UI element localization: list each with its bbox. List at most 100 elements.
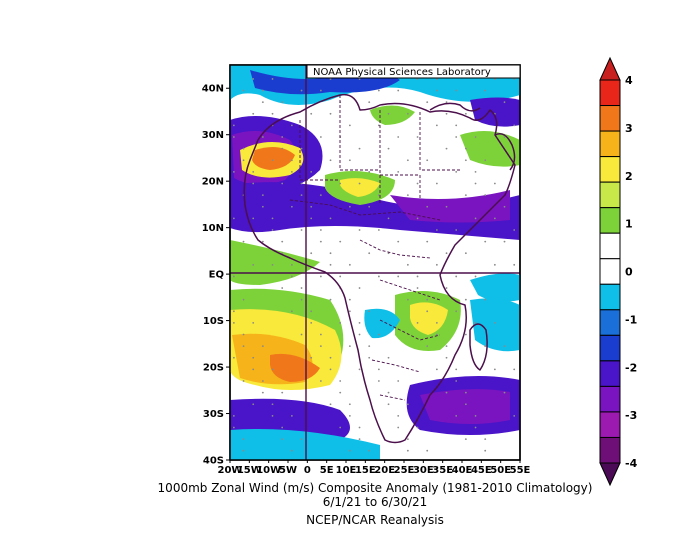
stipple-dot [435, 89, 438, 92]
stipple-dot [474, 182, 477, 185]
stipple-dot [261, 240, 264, 243]
stipple-dot [397, 136, 400, 138]
stipple-dot [493, 182, 496, 185]
stipple-dot [474, 136, 477, 138]
stipple-dot [426, 345, 429, 348]
stipple-dot [464, 438, 467, 440]
stipple-dot [503, 345, 506, 348]
colorbar-tick-label: 1 [625, 218, 633, 231]
stipple-dot [339, 182, 342, 185]
stipple-dot [503, 101, 506, 104]
stipple-dot [252, 403, 255, 406]
stipple-dot [358, 229, 361, 231]
stipple-dot [455, 414, 458, 417]
stipple-dot [435, 182, 438, 185]
stipple-dot [426, 240, 429, 243]
stipple-dot [493, 322, 496, 324]
stipple-dot [242, 449, 245, 452]
stipple-dot [319, 275, 322, 278]
stipple-dot [281, 287, 284, 289]
colorbar-swatch [599, 156, 621, 183]
lon-tick-label: 10W [256, 465, 281, 476]
stipple-dot [445, 345, 448, 348]
stipple-dot [358, 438, 361, 440]
stipple-dot [368, 205, 371, 208]
stipple-dot [252, 112, 255, 115]
stipple-dot [348, 298, 351, 301]
colorbar-tick-label: -2 [625, 361, 637, 374]
stipple-dot [493, 263, 496, 266]
stipple-dot [464, 147, 467, 150]
stipple-dot [455, 124, 458, 127]
stipple-dot [252, 78, 255, 80]
stipple-dot [455, 380, 458, 382]
stipple-dot [513, 414, 516, 417]
stipple-dot [290, 310, 293, 313]
stipple-dot [242, 438, 245, 440]
colorbar-tick-label: 0 [625, 266, 633, 279]
stipple-dot [261, 136, 264, 138]
stipple-dot [368, 101, 371, 104]
colorbar-swatch [599, 309, 621, 336]
stipple-dot [445, 391, 448, 394]
stipple-dot [348, 310, 351, 313]
stipple-dot [377, 380, 380, 382]
stipple-dot [397, 89, 400, 92]
stipple-dot [271, 159, 274, 162]
stipple-dot [300, 182, 303, 185]
stipple-dot [445, 147, 448, 150]
stipple-dot [348, 414, 351, 417]
stipple-dot [252, 356, 255, 359]
lat-tick-label: 30N [202, 130, 224, 141]
stipple-dot [484, 438, 487, 440]
stipple-dot [377, 124, 380, 127]
stipple-dot [474, 426, 477, 429]
stipple-dot [242, 333, 245, 336]
stipple-dot [271, 414, 274, 417]
stipple-dot [484, 159, 487, 162]
stipple-dot [271, 229, 274, 231]
stipple-dot [455, 170, 458, 173]
stipple-dot [474, 275, 477, 278]
stipple-dot [368, 170, 371, 173]
stipple-dot [281, 240, 284, 243]
lon-tick-label: 20W [218, 465, 243, 476]
stipple-dot [377, 194, 380, 197]
stipple-dot [377, 368, 380, 371]
stipple-dot [232, 310, 235, 313]
stipple-dot [300, 89, 303, 92]
stipple-dot [348, 124, 351, 127]
stipple-dot [406, 159, 409, 162]
lon-tick-label: 35E [432, 465, 453, 476]
stipple-dot [387, 217, 390, 220]
stipple-dot [271, 368, 274, 371]
stipple-dot [300, 194, 303, 197]
stipple-dot [290, 275, 293, 278]
caption-title: 1000mb Zonal Wind (m/s) Composite Anomal… [157, 481, 593, 495]
stipple-dot [319, 333, 322, 336]
stipple-dot [281, 136, 284, 138]
stipple-dot [416, 217, 419, 220]
stipple-dot [310, 310, 313, 313]
stipple-dot [281, 182, 284, 185]
stipple-dot [406, 112, 409, 115]
stipple-dot [261, 194, 264, 197]
stipple-dot [319, 89, 322, 92]
lon-tick-label: 10E [336, 465, 357, 476]
stipple-dot [368, 310, 371, 313]
stipple-dot [358, 333, 361, 336]
stipple-dot [484, 89, 487, 92]
stipple-dot [513, 229, 516, 231]
stipple-dot [464, 333, 467, 336]
colorbar-swatch [599, 258, 621, 285]
stipple-dot [503, 391, 506, 394]
stipple-dot [464, 403, 467, 406]
stipple-dot [319, 194, 322, 197]
stipple-dot [416, 322, 419, 324]
stipple-dot [319, 240, 322, 243]
stipple-dot [232, 170, 235, 173]
stipple-dot [406, 263, 409, 266]
stipple-dot [484, 240, 487, 243]
stipple-dot [290, 449, 293, 452]
stipple-dot [445, 252, 448, 255]
